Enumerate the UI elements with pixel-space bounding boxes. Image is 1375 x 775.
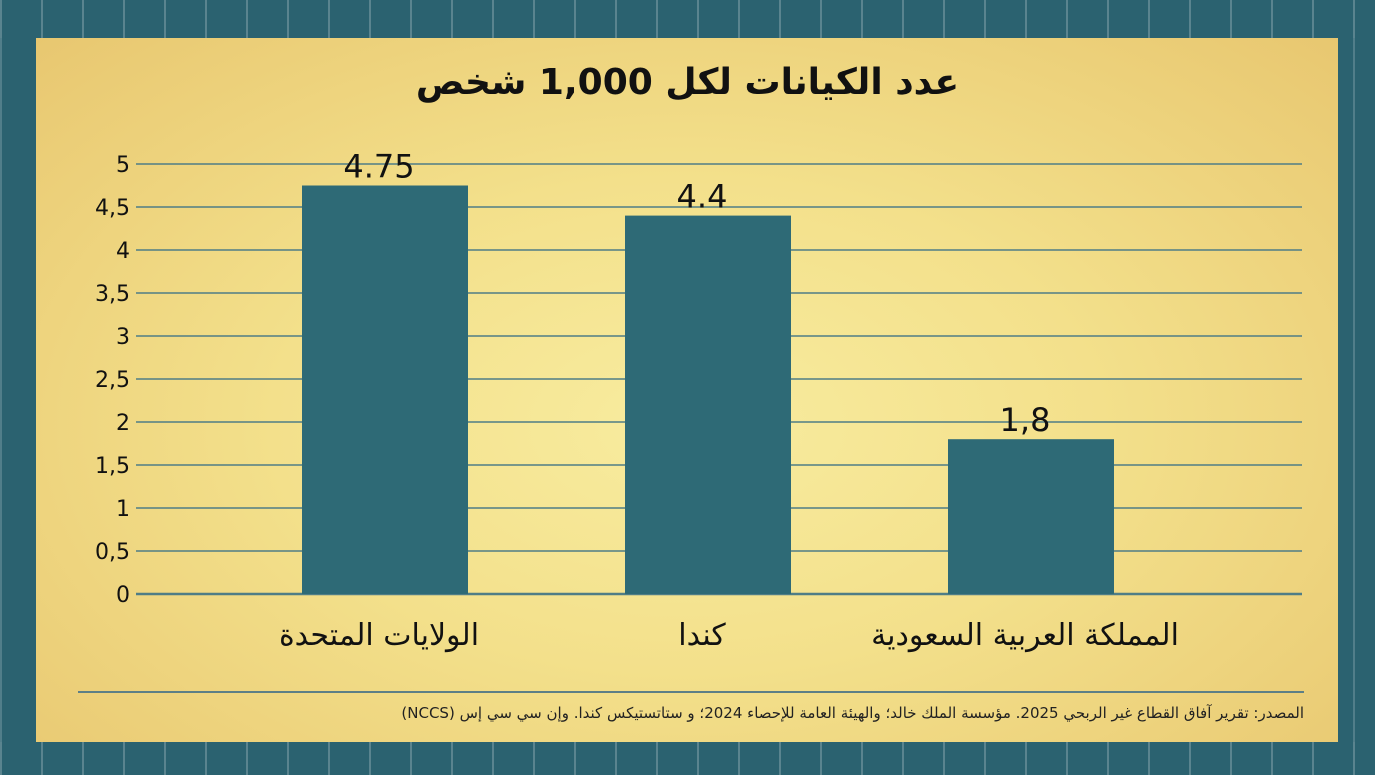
- bar: [302, 185, 468, 594]
- y-tick-label: 1,5: [95, 454, 130, 479]
- source-note: المصدر: تقرير آفاق القطاع غير الربحي 202…: [401, 704, 1304, 722]
- bar: [625, 215, 791, 594]
- y-tick-label: 3,5: [95, 282, 130, 307]
- y-tick-label: 4: [116, 239, 130, 264]
- data-labels: 4.75 4.4 1,8: [343, 148, 1050, 440]
- data-label: 4.4: [677, 178, 728, 216]
- data-label: 1,8: [1000, 401, 1051, 439]
- top-frame-band: [0, 0, 1375, 38]
- category-labels: الولايات المتحدة كندا المملكة العربية السع…: [279, 618, 1179, 653]
- category-label: كندا: [678, 618, 726, 653]
- category-label: الولايات المتحدة: [279, 618, 479, 653]
- bar: [948, 439, 1114, 594]
- y-tick-label: 2,5: [95, 368, 130, 393]
- y-tick-label: 2: [116, 411, 130, 436]
- y-tick-label: 0,5: [95, 540, 130, 565]
- source-divider: [78, 691, 1304, 693]
- bottom-frame-band: [0, 742, 1375, 775]
- y-tick-label: 1: [116, 497, 130, 522]
- category-label: المملكة العربية السعودية: [871, 618, 1179, 653]
- y-tick-label: 0: [116, 583, 130, 608]
- y-tick-label: 5: [116, 153, 130, 178]
- bars: [302, 185, 1114, 594]
- y-axis-ticks: 0 0,5 1 1,5 2 2,5 3 3,5 4 4,5 5: [95, 153, 130, 608]
- chart-title: عدد الكيانات لكل 1,000 شخص: [415, 62, 960, 103]
- y-tick-label: 4,5: [95, 196, 130, 221]
- data-label: 4.75: [343, 148, 414, 186]
- y-tick-label: 3: [116, 325, 130, 350]
